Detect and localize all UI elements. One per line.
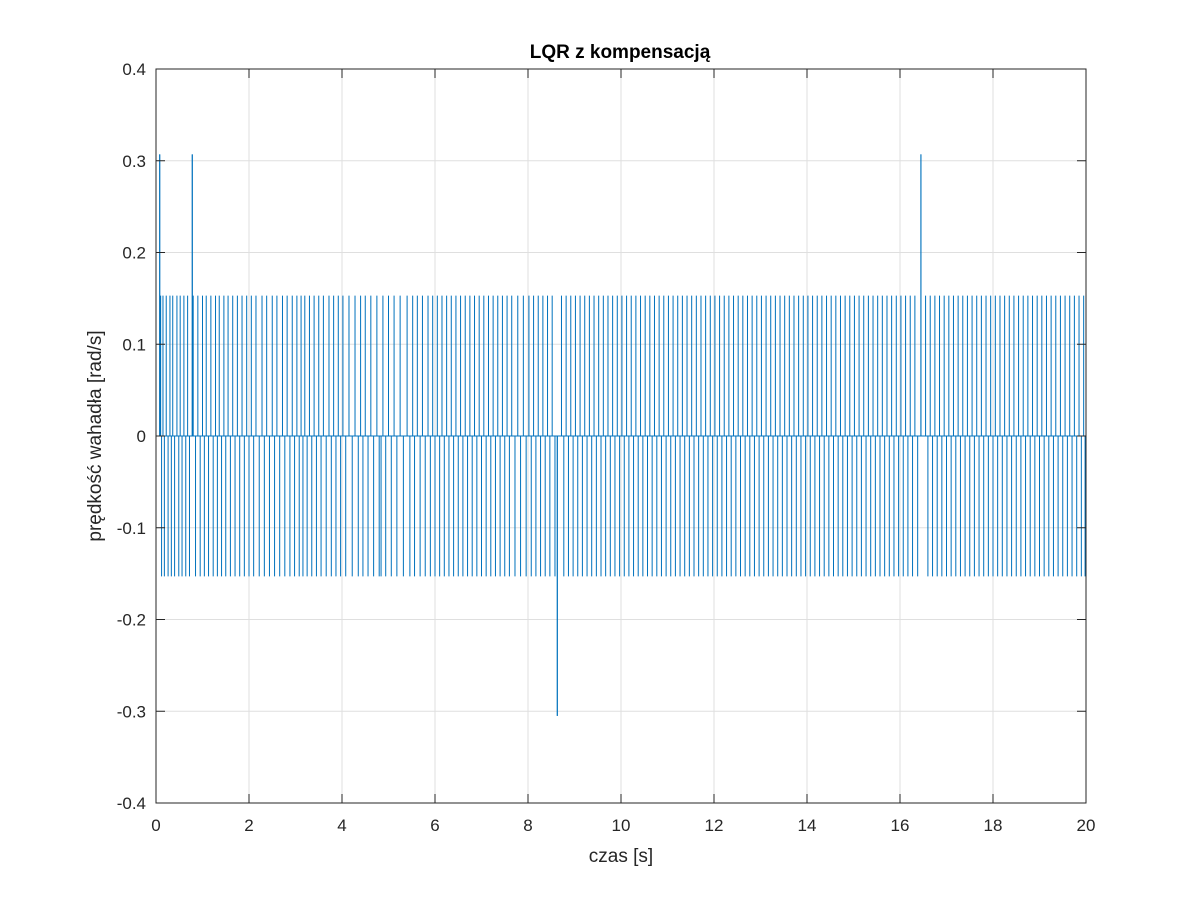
y-tick-label: -0.4: [117, 794, 146, 813]
x-tick-label: 0: [151, 816, 160, 835]
x-tick-label: 14: [798, 816, 817, 835]
y-tick-label: -0.3: [117, 702, 146, 721]
plot-area: 0 2 4 6 8 10 12 14 16 18 20 -0.4 -0.3 -0.2 -0.1 0 0.1 0.…: [117, 60, 1096, 835]
x-tick-label: 16: [891, 816, 910, 835]
y-axis-ticks: -0.4 -0.3 -0.2 -0.1 0 0.1 0.2 0.3 0.4: [117, 60, 1086, 813]
y-tick-label: -0.1: [117, 519, 146, 538]
x-tick-label: 4: [337, 816, 346, 835]
series-line: [156, 154, 1086, 716]
y-tick-label: 0: [137, 427, 146, 446]
data-series: [156, 154, 1086, 716]
x-tick-label: 8: [523, 816, 532, 835]
y-tick-label: 0.1: [122, 335, 146, 354]
x-tick-label: 18: [984, 816, 1003, 835]
x-tick-label: 6: [430, 816, 439, 835]
y-axis-label: prędkość wahadła [rad/s]: [85, 330, 106, 541]
y-tick-label: -0.2: [117, 611, 146, 630]
x-tick-label: 12: [705, 816, 724, 835]
x-axis-ticks: 0 2 4 6 8 10 12 14 16 18 20: [151, 69, 1095, 835]
y-tick-label: 0.2: [122, 244, 146, 263]
x-tick-label: 20: [1077, 816, 1096, 835]
y-tick-label: 0.3: [122, 152, 146, 171]
y-tick-label: 0.4: [122, 60, 146, 79]
x-tick-label: 2: [244, 816, 253, 835]
x-axis-label: czas [s]: [589, 846, 653, 867]
x-tick-label: 10: [612, 816, 631, 835]
chart-title: LQR z kompensacją: [530, 42, 711, 63]
